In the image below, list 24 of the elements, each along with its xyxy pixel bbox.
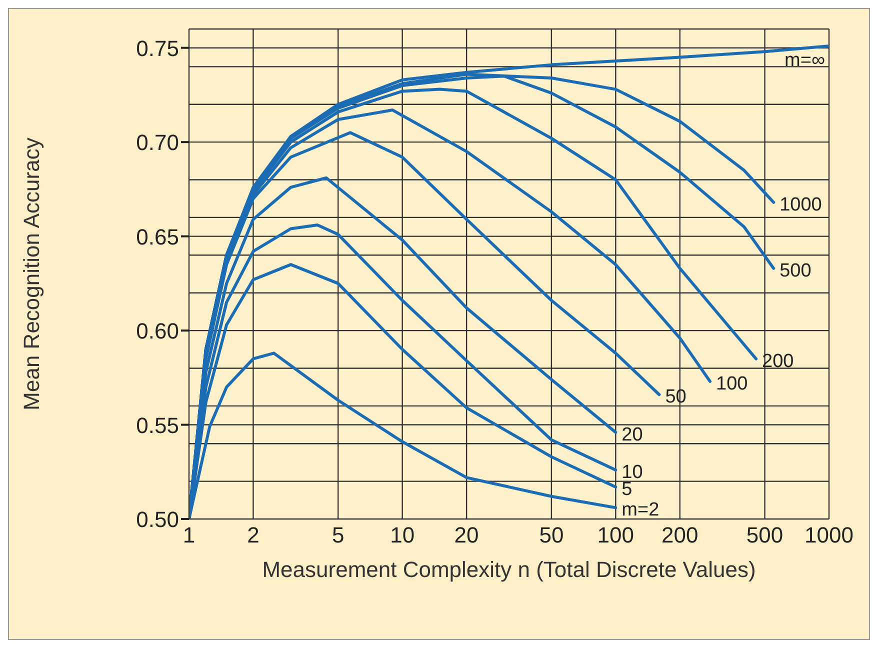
series-label: 100 [716, 373, 748, 394]
y-tick-label: 0.50 [136, 507, 179, 532]
y-tick-label: 0.65 [136, 224, 179, 250]
x-tick-label: 50 [539, 522, 564, 548]
y-axis-title: Mean Recognition Accuracy [19, 138, 44, 410]
x-tick-label: 20 [454, 522, 479, 548]
x-tick-label: 100 [597, 522, 634, 548]
series-label: 500 [780, 260, 812, 282]
y-tick-label: 0.55 [136, 412, 179, 438]
series-label: m=2 [622, 500, 660, 521]
x-tick-label: 2 [247, 522, 260, 548]
x-tick-label: 1000 [804, 522, 854, 548]
x-axis-title: Measurement Complexity n (Total Discrete Values) [262, 557, 756, 582]
x-tick-label: 500 [746, 522, 784, 548]
y-tick-label: 0.70 [136, 130, 179, 156]
x-tick-label: 5 [332, 522, 344, 548]
y-tick-label: 0.60 [136, 318, 179, 344]
x-tick-label: 10 [390, 522, 415, 548]
series-label: 20 [622, 424, 643, 446]
series-label: m=∞ [784, 50, 825, 71]
x-tick-label: 1 [182, 522, 196, 548]
y-tick-label: 0.75 [136, 36, 179, 61]
series-label: 1000 [780, 194, 822, 216]
x-tick-label: 200 [662, 522, 698, 548]
